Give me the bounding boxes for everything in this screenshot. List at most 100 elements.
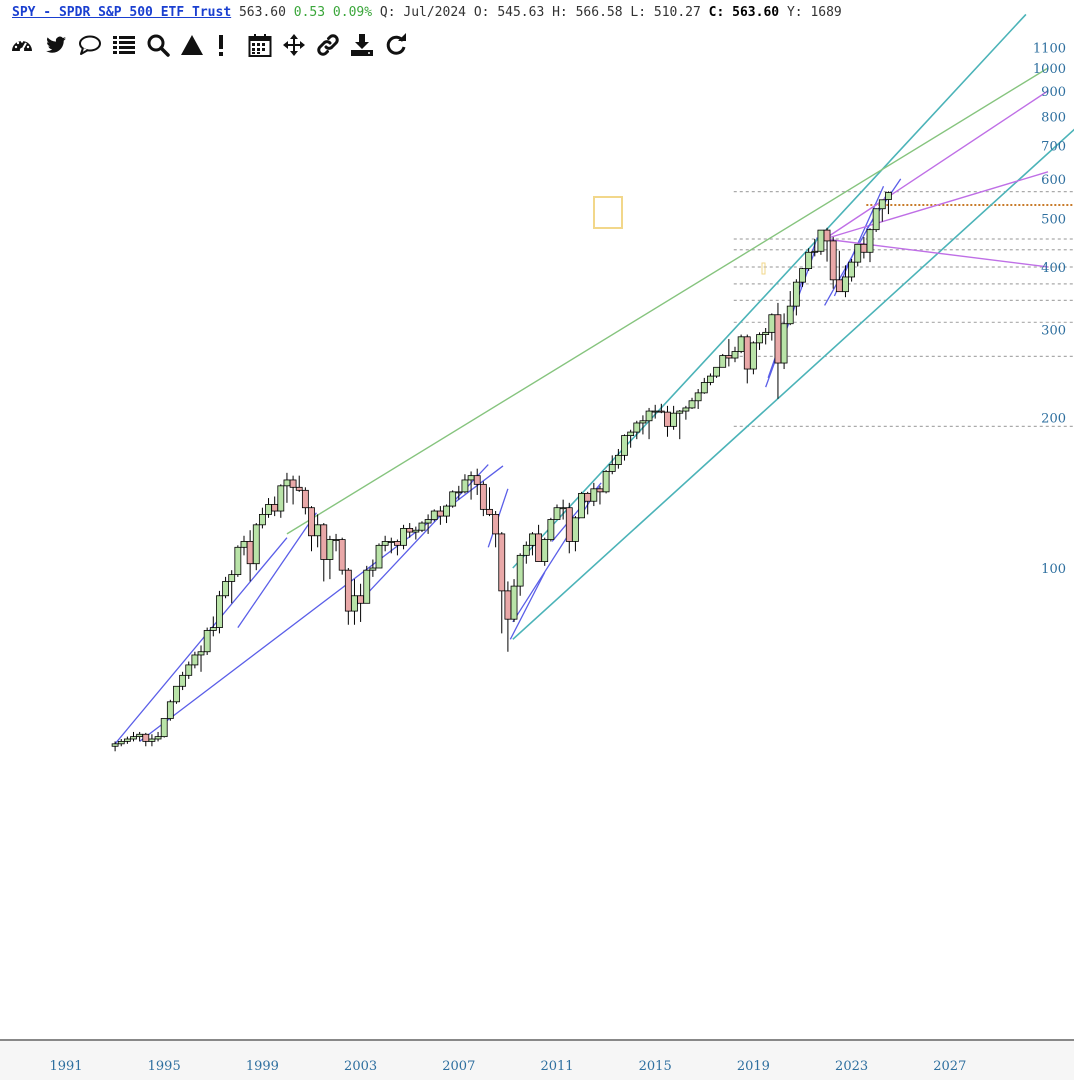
list-icon[interactable] (112, 32, 146, 58)
move-icon[interactable] (282, 32, 316, 58)
candle (449, 490, 457, 508)
candle (308, 506, 315, 552)
trendline[interactable] (286, 67, 1049, 535)
candle (117, 738, 125, 747)
candle (498, 532, 506, 634)
candle (203, 627, 211, 655)
extra-label: Y: (786, 5, 803, 20)
candle (492, 511, 500, 548)
alert-icon[interactable] (214, 32, 248, 58)
twitter-icon[interactable] (44, 32, 78, 58)
candle (326, 535, 334, 580)
candle (731, 346, 739, 363)
symbol-title-link[interactable]: SPY - SPDR S&P 500 ETF Trust (12, 5, 232, 20)
trendline[interactable] (512, 20, 1074, 640)
candle (473, 468, 481, 495)
candle (166, 699, 174, 721)
candle (111, 741, 119, 752)
candle (154, 731, 162, 742)
x-tick-label: 2019 (737, 1059, 770, 1074)
candle (197, 645, 205, 672)
high-label: H: (552, 5, 568, 20)
candle (676, 410, 684, 440)
x-tick-label: 2027 (933, 1059, 966, 1074)
candle (602, 470, 610, 494)
candle (657, 403, 665, 414)
search-icon[interactable] (146, 32, 180, 58)
dashboard-icon[interactable] (10, 32, 44, 58)
trendline[interactable] (824, 238, 1049, 268)
candle (614, 448, 622, 469)
candle (461, 474, 469, 494)
close-value: 563.60 (732, 5, 780, 20)
candle (400, 524, 407, 550)
chart-toolbar (10, 32, 418, 58)
candle (866, 228, 874, 263)
triangle-icon[interactable] (180, 32, 214, 58)
period-value: Jul/2024 (403, 5, 466, 20)
candle (799, 268, 806, 287)
y-tick-label: 300 (1041, 323, 1066, 338)
candle (277, 484, 285, 518)
y-tick-label: 100 (1041, 562, 1066, 577)
trendline[interactable] (509, 572, 546, 640)
candle (258, 507, 266, 529)
link-icon[interactable] (316, 32, 350, 58)
candle (854, 243, 862, 267)
annotation-marker (761, 262, 766, 275)
horizontal-levels (733, 190, 1074, 427)
trendline[interactable] (824, 90, 1049, 240)
y-tick-label: 500 (1041, 213, 1066, 228)
period-label: Q: (379, 5, 396, 20)
trendline[interactable] (824, 171, 1049, 240)
x-tick-label: 2023 (835, 1059, 868, 1074)
open-label: O: (473, 5, 490, 20)
comment-icon[interactable] (78, 32, 112, 58)
candle (817, 229, 825, 255)
candle (608, 455, 616, 475)
candle (443, 504, 450, 524)
candle (792, 279, 800, 316)
low-label: L: (630, 5, 647, 20)
candle (572, 516, 579, 552)
candle (713, 366, 720, 378)
annotation-box[interactable] (593, 196, 623, 229)
candle (645, 407, 653, 440)
trendline[interactable] (237, 512, 317, 628)
download-icon[interactable] (350, 32, 384, 58)
candle (486, 487, 493, 517)
candle (289, 475, 297, 505)
candle (621, 434, 628, 461)
y-tick-label: 400 (1041, 261, 1066, 276)
candle (829, 237, 837, 289)
x-tick-label: 1995 (148, 1059, 181, 1074)
trendline[interactable] (512, 13, 1027, 569)
candle (173, 685, 180, 704)
candle (578, 491, 585, 519)
x-axis: 1991 1995 1999 2003 2007 2011 2015 2019 2023 2027 (49, 1059, 966, 1074)
candle (848, 258, 855, 282)
candle (338, 537, 346, 575)
candle (590, 482, 598, 507)
calendar-icon[interactable] (248, 32, 282, 58)
candle (682, 405, 690, 420)
candle (148, 734, 156, 747)
candle (547, 517, 555, 542)
x-axis-band (0, 1041, 1074, 1080)
candle (842, 265, 849, 298)
candle (878, 199, 886, 222)
candle (160, 718, 168, 738)
candle (418, 521, 426, 533)
x-tick-label: 2003 (344, 1059, 377, 1074)
change-value: 0.53 (293, 5, 326, 20)
y-tick-label: 900 (1041, 85, 1066, 100)
candle (872, 208, 880, 232)
candle (510, 579, 518, 622)
trendline[interactable] (114, 537, 288, 745)
refresh-icon[interactable] (384, 32, 418, 58)
candle (301, 487, 309, 515)
candle (191, 651, 199, 669)
candle (252, 523, 260, 571)
x-tick-label: 1999 (246, 1059, 279, 1074)
